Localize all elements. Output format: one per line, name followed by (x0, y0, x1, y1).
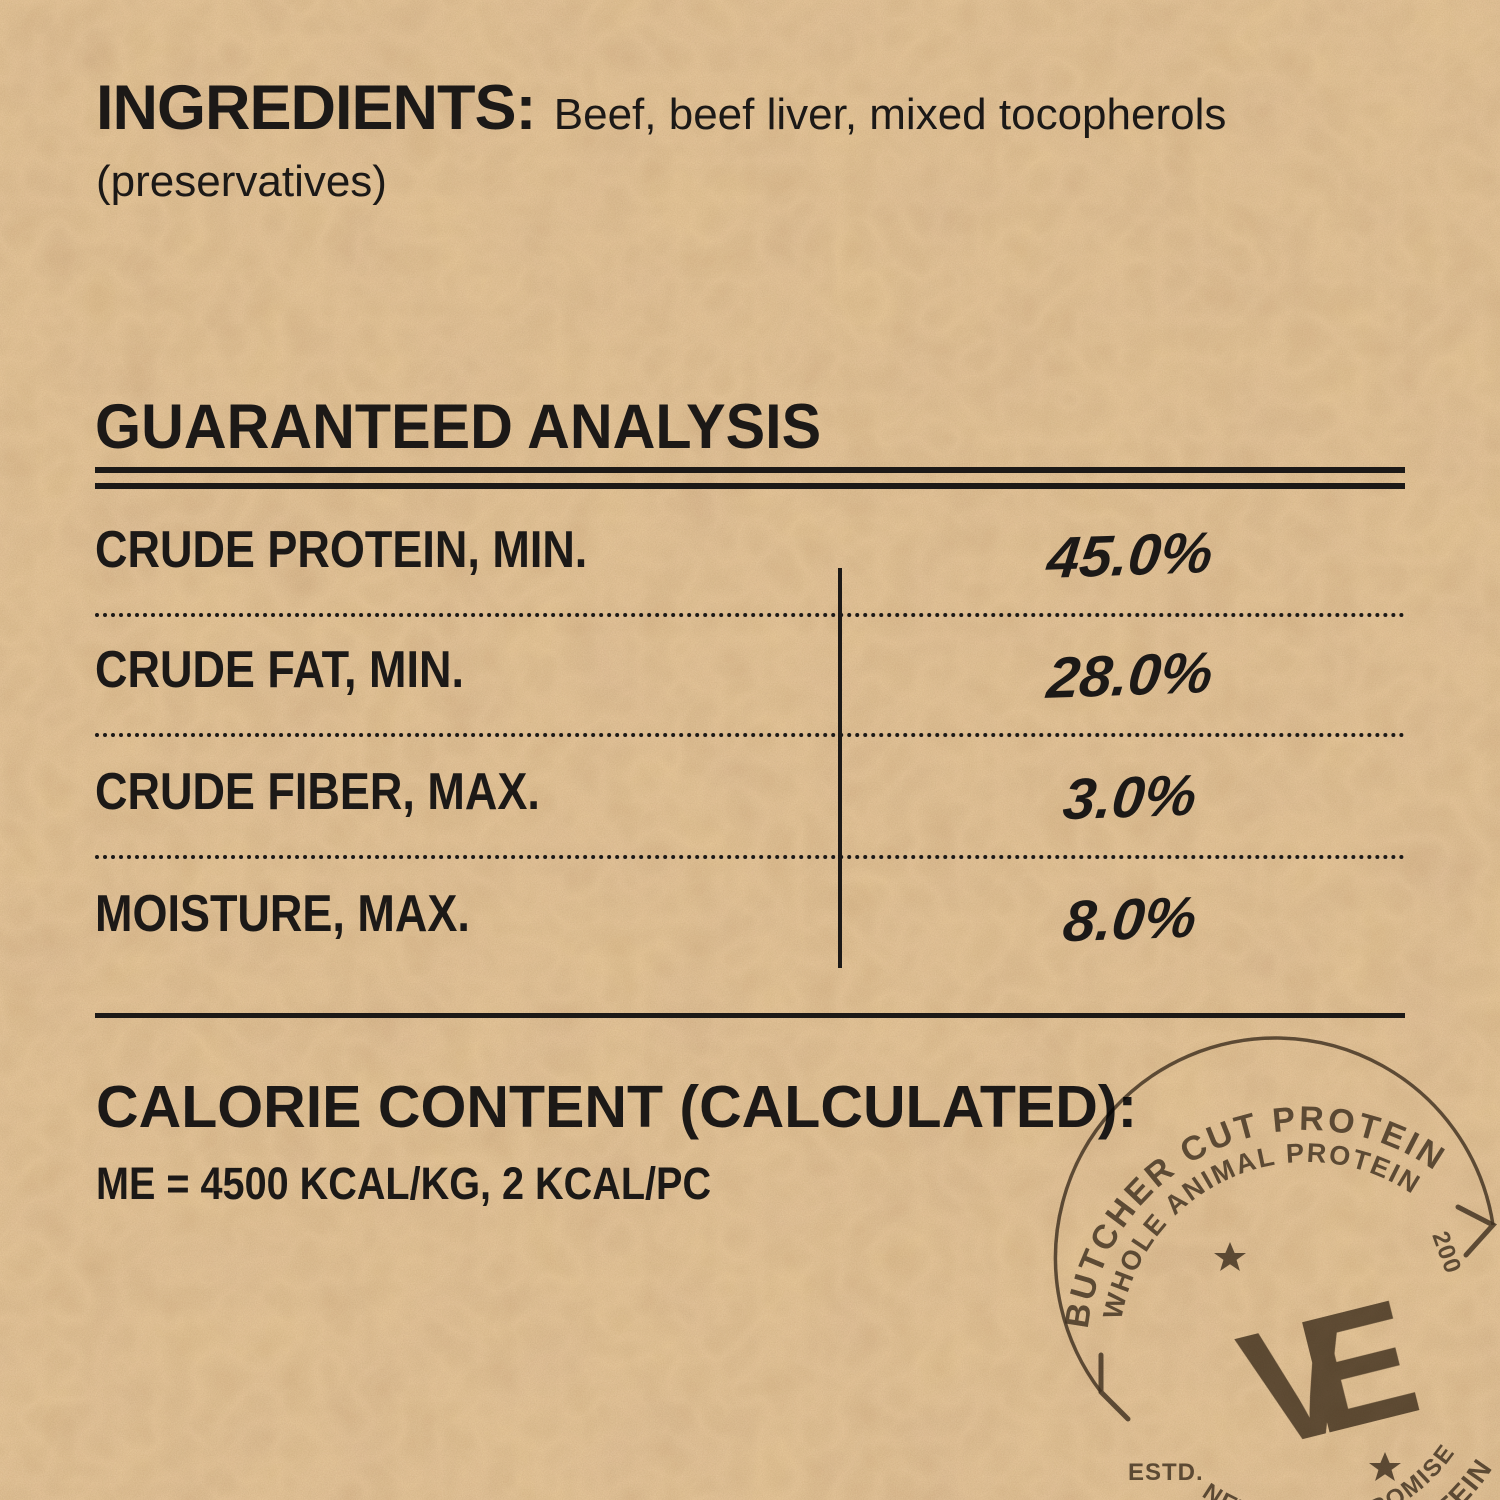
svg-text:ESTD.: ESTD. (1128, 1459, 1204, 1486)
svg-text:200: 200 (1426, 1228, 1466, 1278)
